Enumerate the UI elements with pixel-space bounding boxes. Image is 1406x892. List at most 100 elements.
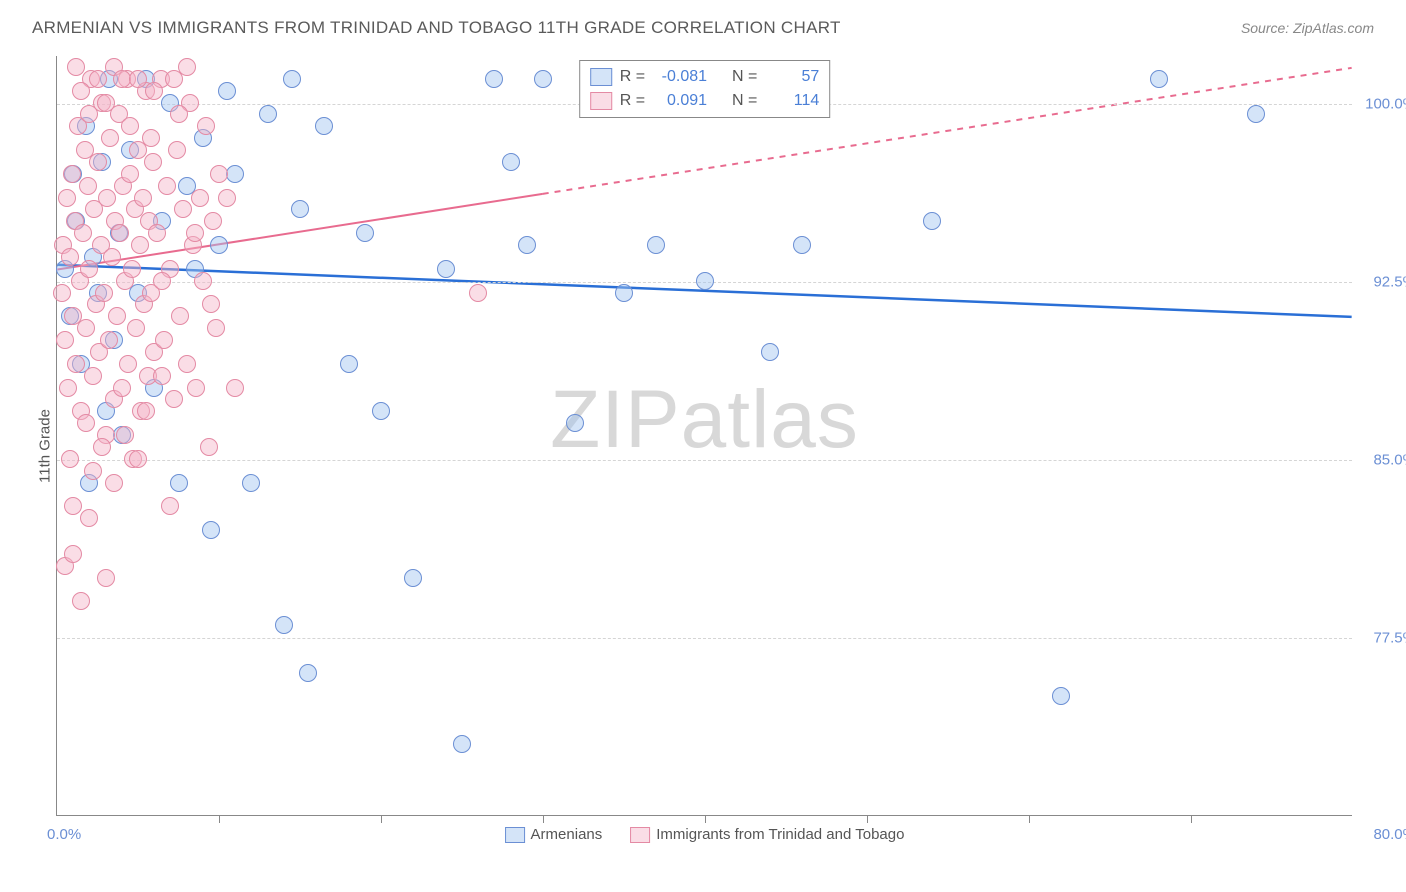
x-tick <box>705 815 706 823</box>
scatter-point <box>123 260 141 278</box>
scatter-point <box>144 153 162 171</box>
scatter-point <box>168 141 186 159</box>
plot-area: ZIPatlas R = -0.081 N = 57 R = 0.091 N =… <box>56 56 1352 816</box>
r-label: R = <box>620 65 645 89</box>
scatter-point <box>226 165 244 183</box>
scatter-point <box>153 367 171 385</box>
scatter-point <box>100 331 118 349</box>
scatter-point <box>101 129 119 147</box>
scatter-point <box>485 70 503 88</box>
scatter-point <box>534 70 552 88</box>
scatter-point <box>61 248 79 266</box>
scatter-point <box>170 474 188 492</box>
scatter-point <box>53 284 71 302</box>
scatter-point <box>116 426 134 444</box>
scatter-point <box>1052 687 1070 705</box>
scatter-point <box>259 105 277 123</box>
scatter-point <box>218 189 236 207</box>
scatter-point <box>111 224 129 242</box>
scatter-point <box>566 414 584 432</box>
scatter-point <box>210 165 228 183</box>
scatter-point <box>1247 105 1265 123</box>
scatter-point <box>191 189 209 207</box>
y-tick-label: 92.5% <box>1373 273 1406 290</box>
scatter-point <box>283 70 301 88</box>
scatter-point <box>103 248 121 266</box>
y-tick-label: 85.0% <box>1373 451 1406 468</box>
scatter-point <box>84 462 102 480</box>
scatter-point <box>97 569 115 587</box>
scatter-point <box>59 379 77 397</box>
scatter-point <box>218 82 236 100</box>
scatter-point <box>275 616 293 634</box>
scatter-point <box>174 200 192 218</box>
legend-label-s1: Armenians <box>531 826 603 843</box>
scatter-point <box>1150 70 1168 88</box>
scatter-point <box>469 284 487 302</box>
scatter-point <box>372 402 390 420</box>
scatter-point <box>89 153 107 171</box>
scatter-point <box>64 497 82 515</box>
r-value-s2: 0.091 <box>653 89 707 113</box>
scatter-point <box>165 390 183 408</box>
scatter-point <box>137 402 155 420</box>
n-label: N = <box>732 89 757 113</box>
scatter-point <box>197 117 215 135</box>
scatter-point <box>696 272 714 290</box>
scatter-point <box>97 94 115 112</box>
gridline <box>57 460 1352 461</box>
y-axis-label: 11th Grade <box>36 409 53 483</box>
scatter-point <box>161 497 179 515</box>
scatter-point <box>615 284 633 302</box>
y-tick-label: 77.5% <box>1373 629 1406 646</box>
scatter-point <box>84 367 102 385</box>
scatter-point <box>404 569 422 587</box>
scatter-point <box>170 105 188 123</box>
x-axis-min-label: 0.0% <box>47 826 81 843</box>
scatter-point <box>142 129 160 147</box>
scatter-point <box>80 105 98 123</box>
x-tick <box>1191 815 1192 823</box>
x-axis-max-label: 80.0% <box>1373 826 1406 843</box>
scatter-point <box>207 319 225 337</box>
scatter-point <box>923 212 941 230</box>
scatter-point <box>210 236 228 254</box>
scatter-point <box>74 224 92 242</box>
scatter-point <box>194 272 212 290</box>
r-value-s1: -0.081 <box>653 65 707 89</box>
source-attribution: Source: ZipAtlas.com <box>1241 20 1374 36</box>
legend-item-s2: Immigrants from Trinidad and Tobago <box>630 826 904 843</box>
legend-swatch-s1 <box>590 68 612 86</box>
scatter-point <box>79 177 97 195</box>
trend-lines-layer <box>57 56 1352 815</box>
scatter-point <box>72 82 90 100</box>
scatter-point <box>186 224 204 242</box>
scatter-point <box>502 153 520 171</box>
gridline <box>57 638 1352 639</box>
series-legend: Armenians Immigrants from Trinidad and T… <box>505 826 905 843</box>
scatter-point <box>145 82 163 100</box>
scatter-point <box>80 509 98 527</box>
scatter-point <box>93 438 111 456</box>
r-label: R = <box>620 89 645 113</box>
scatter-point <box>158 177 176 195</box>
scatter-point <box>178 355 196 373</box>
y-tick-label: 100.0% <box>1365 95 1406 112</box>
scatter-point <box>647 236 665 254</box>
scatter-point <box>155 331 173 349</box>
scatter-point <box>518 236 536 254</box>
scatter-point <box>242 474 260 492</box>
n-value-s1: 57 <box>765 65 819 89</box>
scatter-point <box>200 438 218 456</box>
scatter-point <box>108 307 126 325</box>
scatter-point <box>113 379 131 397</box>
scatter-point <box>761 343 779 361</box>
legend-swatch-s1-icon <box>505 827 525 843</box>
scatter-point <box>63 165 81 183</box>
scatter-point <box>204 212 222 230</box>
scatter-point <box>77 319 95 337</box>
correlation-legend: R = -0.081 N = 57 R = 0.091 N = 114 <box>579 60 831 118</box>
scatter-point <box>129 450 147 468</box>
legend-item-s1: Armenians <box>505 826 603 843</box>
scatter-point <box>315 117 333 135</box>
